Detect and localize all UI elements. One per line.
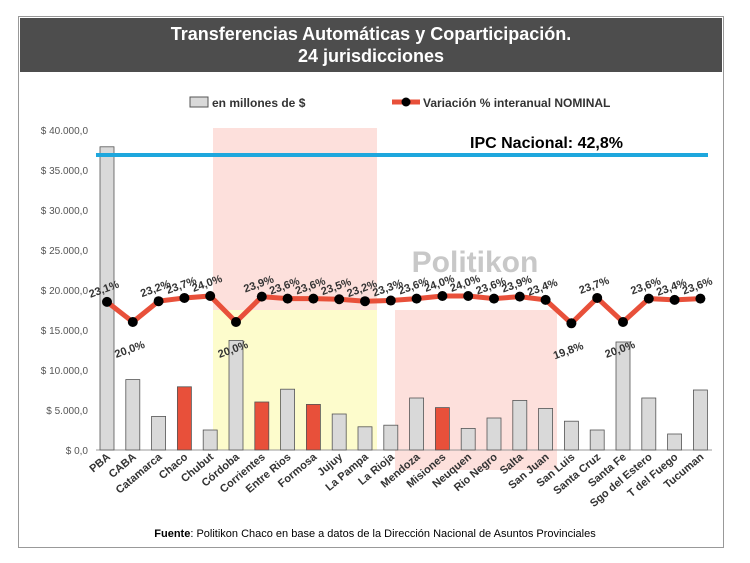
line-point [256,291,267,302]
bar [202,429,218,451]
line-point [540,294,551,305]
bar [409,397,425,451]
line-point [489,293,499,304]
line-point [411,293,422,304]
y-tick-label: $ 25.000,0 [41,246,89,257]
line-point [618,317,628,327]
bar [641,397,657,451]
line-point [437,291,448,301]
bar [383,424,399,451]
line-point [205,291,216,301]
shade-region [213,128,377,310]
bar [538,407,553,451]
bar [460,427,476,451]
legend-bar-label: en millones de $ [212,96,306,110]
line-data-label: 23,6% [681,275,715,297]
line-point [360,296,370,307]
y-tick-label: $ 5.000,0 [46,406,88,417]
y-tick-label: $ 15.000,0 [41,326,89,337]
bar [125,379,141,451]
y-tick-label: $ 10.000,0 [41,366,89,377]
line-data-label: 23,7% [578,275,612,297]
y-tick-label: $ 40.000,0 [41,126,89,137]
chart-title: Transferencias Automáticas y Coparticipa… [170,24,572,44]
line-point [514,291,525,302]
y-tick-label: $ 0,0 [66,446,89,457]
bar [331,413,347,451]
line-point [334,294,345,305]
line-point [669,294,680,305]
line-point [127,317,138,327]
line-data-label: 20,0% [113,339,147,361]
bar [667,433,682,451]
bar [512,399,528,451]
line-point [695,293,706,304]
y-tick-label: $ 30.000,0 [41,206,89,217]
bar [434,407,450,451]
bar [305,403,321,451]
bar [254,401,270,451]
bar [564,420,579,451]
chart-title-bar: Transferencias Automáticas y Coparticipa… [20,18,722,72]
legend-line-marker [401,97,411,107]
bar [486,417,502,451]
line-point [643,293,654,304]
bar [228,339,244,451]
line-point [566,318,577,329]
bar [357,426,373,451]
line-point [179,292,190,303]
y-tick-label: $ 20.000,0 [41,286,89,297]
line-point [231,317,241,327]
bar [693,389,708,451]
bar [280,388,296,451]
line-point [102,296,112,307]
bar [176,386,192,451]
line-point [592,292,603,303]
line-point [385,295,396,306]
line-point [153,296,164,307]
legend-line-label: Variación % interanual NOMINAL [423,96,610,110]
legend-bar-swatch [189,96,209,108]
line-point [463,291,474,301]
watermark: Politikon [412,246,539,279]
y-tick-label: $ 35.000,0 [41,166,89,177]
chart-subtitle: 24 jurisdicciones [297,46,445,66]
chart-frame [18,16,724,548]
line-point [308,293,319,304]
ipc-reference-label: IPC Nacional: 42,8% [470,135,623,152]
bar [589,429,605,451]
bar [615,341,631,451]
bar [151,415,167,451]
source-note: Fuente: Politikon Chaco en base a datos … [154,528,596,540]
line-point [282,293,293,304]
